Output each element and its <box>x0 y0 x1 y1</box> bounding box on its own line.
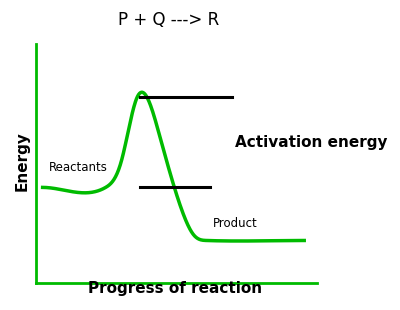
Text: Energy: Energy <box>14 131 29 191</box>
Text: Progress of reaction: Progress of reaction <box>88 281 262 296</box>
Text: Activation energy: Activation energy <box>235 135 387 150</box>
Title: P + Q ---> R: P + Q ---> R <box>118 11 219 29</box>
Text: Product: Product <box>213 217 258 230</box>
Text: Reactants: Reactants <box>49 161 108 174</box>
